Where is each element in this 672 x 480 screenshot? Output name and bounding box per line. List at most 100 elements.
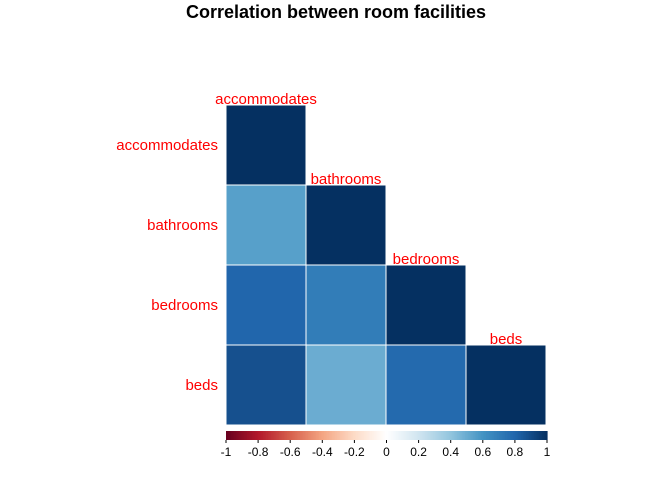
colorbar-segment (468, 431, 471, 440)
column-label-accommodates: accommodates (215, 91, 317, 108)
colorbar-segment (278, 431, 282, 440)
colorbar-segment (394, 431, 397, 440)
colorbar-segment (535, 431, 538, 440)
colorbar-tick-label: -0.4 (312, 445, 333, 459)
colorbar-segment (357, 431, 360, 440)
row-label-accommodates: accommodates (116, 137, 218, 154)
colorbar-segment (351, 431, 354, 440)
colorbar-segment (365, 431, 368, 440)
colorbar-segment (328, 431, 331, 440)
colorbar-segment (497, 431, 500, 440)
colorbar-segment (314, 431, 317, 440)
colorbar-segment (527, 431, 530, 440)
colorbar-segment (530, 431, 534, 440)
colorbar-segment (256, 431, 259, 440)
colorbar-segment (264, 431, 267, 440)
colorbar-segment (521, 431, 524, 440)
column-label-bathrooms: bathrooms (311, 171, 382, 188)
colorbar-segment (227, 431, 230, 440)
chart-title: Correlation between room facilities (186, 2, 486, 22)
colorbar-segment (356, 431, 359, 440)
colorbar-segment (339, 431, 343, 440)
colorbar-segment (240, 431, 243, 440)
colorbar-segment (418, 431, 421, 440)
colorbar-segment (245, 431, 248, 440)
colorbar-segment (293, 431, 296, 440)
colorbar-segment (258, 431, 261, 440)
colorbar-segment (402, 431, 405, 440)
colorbar-tick-label: -0.6 (280, 445, 301, 459)
colorbar-segment (503, 431, 506, 440)
column-label-bedrooms: bedrooms (393, 251, 460, 268)
colorbar-segment (426, 431, 429, 440)
colorbar-segment (288, 431, 291, 440)
colorbar-segment (463, 431, 466, 440)
cell-bathrooms-bathrooms (305, 184, 387, 266)
colorbar-segment (376, 431, 380, 440)
colorbar-segment (372, 431, 375, 440)
colorbar-segment (416, 431, 420, 440)
colorbar-segment (519, 431, 522, 440)
colorbar-segment (545, 431, 548, 440)
colorbar-segment (330, 431, 333, 440)
colorbar-segment (466, 431, 469, 440)
colorbar-segment (336, 431, 339, 440)
colorbar-segment (436, 431, 439, 440)
colorbar-segment (529, 431, 532, 440)
colorbar-segment (428, 431, 431, 440)
colorbar-segment (474, 431, 477, 440)
variable-labels: accommodates accommodates bathrooms bathroo… (116, 91, 522, 394)
colorbar-segment (532, 431, 535, 440)
cell-beds-accommodates (225, 344, 307, 426)
colorbar-segment (386, 431, 389, 440)
colorbar-segment (511, 431, 514, 440)
colorbar-segment (364, 431, 367, 440)
colorbar-segment (312, 431, 315, 440)
colorbar-segment (306, 431, 309, 440)
colorbar-segment (518, 431, 521, 440)
cell-bedrooms-bedrooms (385, 264, 467, 346)
colorbar-segment (455, 431, 458, 440)
colorbar-segment (325, 431, 328, 440)
colorbar-segment (378, 431, 381, 440)
row-label-bedrooms: bedrooms (151, 297, 218, 314)
colorbar-segment (486, 431, 489, 440)
colorbar-segment (434, 431, 437, 440)
colorbar-segment (359, 431, 362, 440)
colorbar-segment (267, 431, 270, 440)
colorbar-tick-label: 0.4 (442, 445, 459, 459)
colorbar-segment (237, 431, 240, 440)
colorbar-segment (524, 431, 527, 440)
colorbar-segment (327, 431, 330, 440)
colorbar: -1 -0.8 -0.6 -0.4 -0.2 0 0.2 0.4 0.6 0.8 1 (221, 431, 551, 459)
colorbar-segment (471, 431, 474, 440)
colorbar-segment (367, 431, 370, 440)
colorbar-segment (335, 431, 338, 440)
colorbar-segment (404, 431, 407, 440)
colorbar-segment (362, 431, 365, 440)
colorbar-segment (391, 431, 394, 440)
colorbar-segment (349, 431, 352, 440)
cell-bathrooms-accommodates (225, 184, 307, 266)
colorbar-segment (399, 431, 402, 440)
colorbar-segment (290, 431, 293, 440)
cell-beds-bathrooms (305, 344, 387, 426)
colorbar-segment (389, 431, 392, 440)
cell-beds-bedrooms (385, 344, 467, 426)
colorbar-segment (320, 431, 323, 440)
colorbar-segment (542, 431, 545, 440)
colorbar-segment (439, 431, 442, 440)
colorbar-segment (248, 431, 251, 440)
colorbar-segment (452, 431, 455, 440)
colorbar-tick-label: -1 (221, 445, 232, 459)
colorbar-segment (508, 431, 511, 440)
heatmap-cells (225, 104, 547, 426)
colorbar-segment (383, 431, 386, 440)
colorbar-segment (296, 431, 299, 440)
cell-bedrooms-accommodates (225, 264, 307, 346)
colorbar-segment (513, 431, 516, 440)
colorbar-segment (270, 431, 274, 440)
colorbar-segment (469, 431, 473, 440)
colorbar-segment (338, 431, 341, 440)
